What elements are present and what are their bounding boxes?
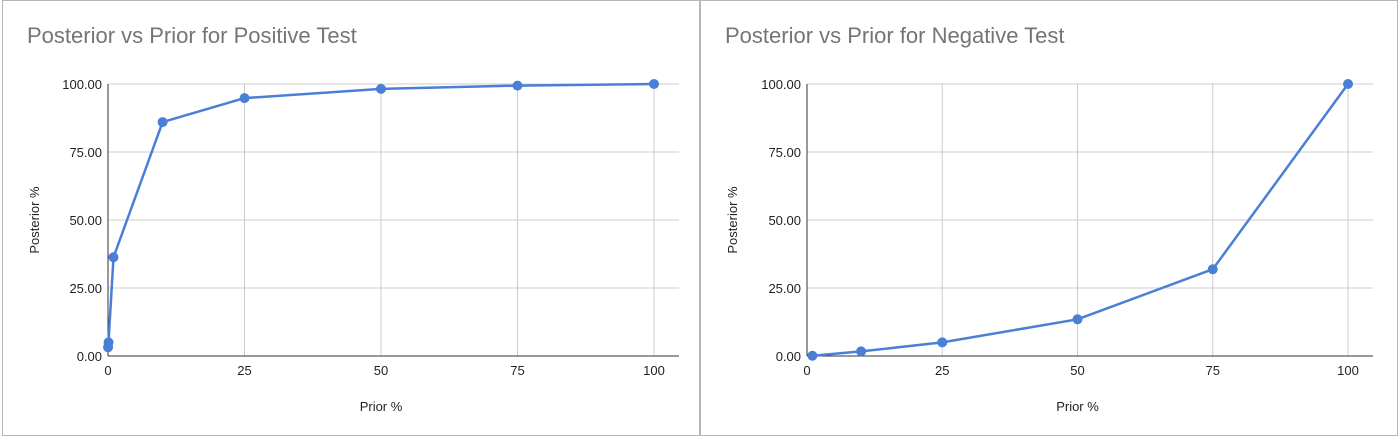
x-tick-label: 50 [1070, 363, 1084, 378]
data-point [239, 93, 250, 104]
x-tick-label: 100 [643, 363, 665, 378]
x-tick-label: 25 [237, 363, 251, 378]
y-tick-label: 100.00 [62, 77, 102, 92]
line-chart-negative: 0 25 50 75 100 0.00 25.00 50.00 75.00 100.00 Prior… [725, 77, 1373, 414]
data-point [1072, 314, 1083, 325]
series-line [106, 82, 655, 348]
data-point [376, 83, 386, 94]
data-point [1343, 79, 1353, 89]
y-tick-label: 25.00 [768, 281, 801, 296]
x-tick-label: 0 [803, 363, 810, 378]
line-chart-positive: 0 25 50 75 100 0.00 25.00 50.00 75.00 100.00 Prior… [27, 77, 679, 414]
data-point [108, 252, 119, 263]
chart-title: Posterior vs Prior for Positive Test [27, 23, 357, 48]
y-tick-label: 25.00 [69, 281, 102, 296]
x-tick-label: 0 [104, 363, 111, 378]
x-tick-label: 50 [374, 363, 388, 378]
y-tick-label: 0.00 [776, 349, 801, 364]
x-axis-label: Prior % [1056, 399, 1099, 414]
data-point [856, 346, 867, 357]
y-tick-label: 100.00 [761, 77, 801, 92]
x-axis-label: Prior % [360, 399, 403, 414]
x-tick-label: 75 [510, 363, 524, 378]
y-tick-label: 75.00 [768, 145, 801, 160]
chart-panel-negative: Posterior vs Prior for Negative Test 0 25… [700, 0, 1398, 436]
x-tick-label: 25 [935, 363, 949, 378]
series-line [812, 83, 1350, 357]
y-axis-label: Posterior % [27, 186, 42, 254]
data-point [103, 337, 114, 348]
data-point [937, 337, 948, 348]
chart-title: Posterior vs Prior for Negative Test [725, 23, 1065, 48]
data-point [1207, 264, 1218, 275]
data-point [649, 79, 659, 89]
y-tick-label: 50.00 [69, 213, 102, 228]
data-point [807, 350, 818, 361]
y-tick-label: 75.00 [69, 145, 102, 160]
data-point [157, 117, 168, 128]
y-tick-label: 0.00 [77, 349, 102, 364]
chart-panel-positive: Posterior vs Prior for Positive Test 0 25… [2, 0, 700, 436]
y-tick-label: 50.00 [768, 213, 801, 228]
y-axis-label: Posterior % [725, 186, 740, 254]
x-tick-label: 75 [1206, 363, 1220, 378]
data-point [512, 80, 523, 91]
x-tick-label: 100 [1337, 363, 1359, 378]
